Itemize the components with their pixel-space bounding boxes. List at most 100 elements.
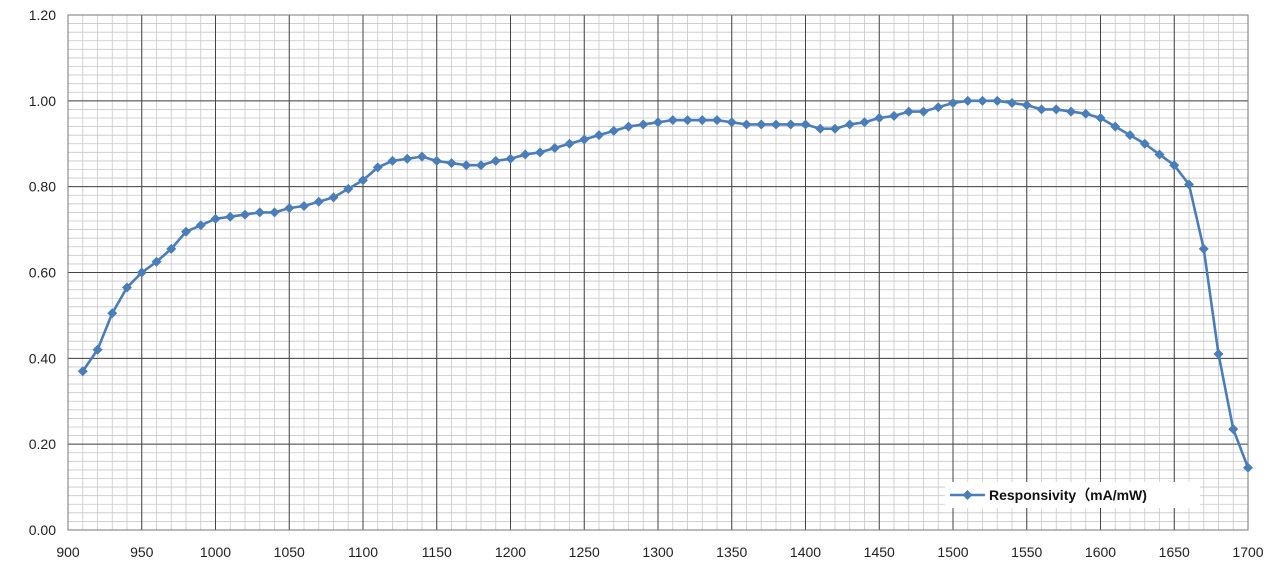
data-point-marker <box>1184 179 1194 190</box>
y-tick-label: 0.60 <box>29 265 56 281</box>
data-point-marker <box>77 366 88 377</box>
data-point-marker <box>1007 97 1017 108</box>
data-point-marker <box>918 106 929 117</box>
data-point-marker <box>122 282 132 293</box>
x-tick-label: 1700 <box>1232 544 1263 560</box>
x-tick-label: 1550 <box>1011 544 1042 560</box>
data-point-marker <box>520 149 531 160</box>
data-point-marker <box>92 344 103 355</box>
series-responsivity <box>77 95 1253 473</box>
data-point-marker <box>653 117 663 128</box>
data-point-marker <box>1080 108 1091 119</box>
data-point-marker <box>859 117 870 128</box>
data-point-marker <box>992 95 1003 106</box>
y-tick-label: 0.80 <box>29 179 56 195</box>
data-point-marker <box>505 153 516 164</box>
y-tick-label: 0.20 <box>29 436 56 452</box>
y-tick-label: 0.40 <box>29 350 56 366</box>
data-point-marker <box>476 160 486 171</box>
data-point-marker <box>1198 243 1209 254</box>
data-point-marker <box>1066 106 1076 117</box>
data-point-marker <box>771 119 781 130</box>
data-point-marker <box>564 138 575 149</box>
x-tick-label: 950 <box>130 544 154 560</box>
data-point-marker <box>535 147 545 158</box>
data-point-marker <box>726 117 737 128</box>
data-point-marker <box>1110 121 1121 132</box>
x-tick-label: 1100 <box>348 544 378 560</box>
data-point-marker <box>1154 149 1165 160</box>
data-point-marker <box>1021 100 1032 111</box>
x-tick-label: 1250 <box>569 544 600 560</box>
data-point-marker <box>166 243 177 254</box>
data-point-marker <box>284 203 295 214</box>
data-point-marker <box>151 256 162 267</box>
x-tick-label: 1050 <box>274 544 305 560</box>
data-point-marker <box>1228 424 1239 435</box>
data-point-marker <box>431 155 442 166</box>
data-point-marker <box>210 213 221 224</box>
data-point-marker <box>402 153 413 164</box>
data-point-marker <box>667 115 678 126</box>
data-point-marker <box>299 200 309 211</box>
x-tick-label: 1600 <box>1085 544 1116 560</box>
data-point-marker <box>417 151 427 162</box>
data-point-marker <box>903 106 914 117</box>
data-point-marker <box>446 158 457 169</box>
data-point-marker <box>1125 130 1135 141</box>
data-point-marker <box>962 95 973 106</box>
x-tick-label: 1000 <box>200 544 231 560</box>
data-point-marker <box>948 97 958 108</box>
data-point-marker <box>181 226 191 237</box>
data-point-marker <box>697 115 708 126</box>
data-point-marker <box>195 220 206 231</box>
x-tick-label: 1350 <box>716 544 747 560</box>
data-point-marker <box>889 110 899 121</box>
data-point-marker <box>741 119 752 130</box>
legend: Responsivity（mA/mW) <box>945 482 1200 508</box>
data-point-marker <box>225 211 236 222</box>
x-axis-tick-labels: 900 950 1000 1050 1100 1150 1200 1250 1300 1350 14… <box>56 544 1263 560</box>
x-tick-label: 1400 <box>790 544 821 560</box>
data-point-marker <box>107 308 118 319</box>
data-point-marker <box>594 130 604 141</box>
data-point-marker <box>1036 104 1047 115</box>
data-point-marker <box>387 155 398 166</box>
data-point-marker <box>977 95 988 106</box>
data-point-marker <box>549 143 560 154</box>
legend-label: Responsivity（mA/mW) <box>989 487 1147 503</box>
data-point-marker <box>830 123 840 134</box>
data-point-marker <box>240 209 250 220</box>
data-point-marker <box>358 175 368 186</box>
x-tick-label: 1200 <box>495 544 526 560</box>
data-point-marker <box>1051 104 1062 115</box>
data-point-marker <box>785 119 796 130</box>
data-point-marker <box>579 134 590 145</box>
data-point-marker <box>372 162 383 173</box>
data-point-marker <box>1095 113 1106 123</box>
y-tick-label: 1.20 <box>29 7 56 23</box>
data-point-marker <box>1169 160 1180 171</box>
x-tick-label: 1650 <box>1159 544 1190 560</box>
data-point-marker <box>712 115 722 126</box>
data-point-marker <box>313 196 324 207</box>
data-point-marker <box>136 267 147 278</box>
data-point-marker <box>638 119 649 130</box>
data-point-marker <box>874 113 885 123</box>
y-tick-label: 0.00 <box>29 522 56 538</box>
data-point-marker <box>756 119 767 130</box>
x-tick-label: 1500 <box>937 544 968 560</box>
data-point-marker <box>269 207 280 218</box>
series-line <box>81 99 1250 469</box>
x-tick-label: 1450 <box>864 544 895 560</box>
legend-marker-swatch <box>962 490 973 500</box>
data-point-marker <box>328 192 339 203</box>
data-point-marker <box>623 121 634 132</box>
data-point-marker <box>254 207 265 218</box>
data-point-marker <box>933 102 944 113</box>
data-point-marker <box>1243 462 1253 473</box>
y-axis-tick-labels: 0.00 0.20 0.40 0.60 0.80 1.00 1.20 <box>29 7 56 538</box>
x-tick-label: 900 <box>56 544 80 560</box>
data-point-marker <box>800 119 811 130</box>
